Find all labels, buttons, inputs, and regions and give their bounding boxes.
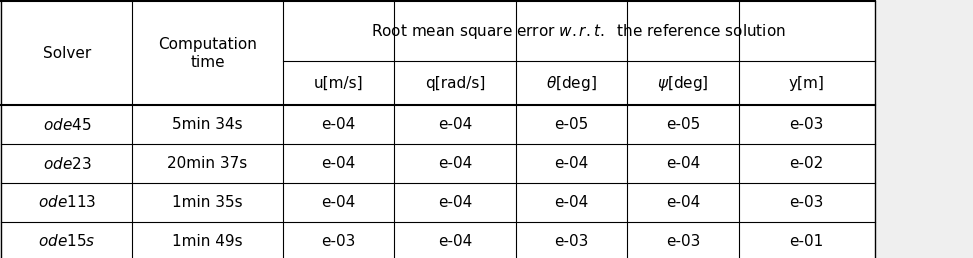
Text: $\mathit{ode}$15$\mathit{s}$: $\mathit{ode}$15$\mathit{s}$ <box>38 233 95 249</box>
Text: e-03: e-03 <box>555 233 589 249</box>
Text: e-04: e-04 <box>438 156 472 171</box>
Text: $\mathit{ode}$23: $\mathit{ode}$23 <box>43 156 91 172</box>
Text: e-04: e-04 <box>321 195 356 210</box>
Text: $\theta$[deg]: $\theta$[deg] <box>546 74 596 93</box>
Text: y[m]: y[m] <box>789 76 824 91</box>
Text: Root mean square error $\mathit{w.r.t.}$  the reference solution: Root mean square error $\mathit{w.r.t.}$… <box>372 22 786 41</box>
Text: Solver: Solver <box>43 46 91 61</box>
Text: e-02: e-02 <box>789 156 824 171</box>
Text: e-04: e-04 <box>321 117 356 132</box>
Text: u[m/s]: u[m/s] <box>313 76 363 91</box>
Text: $\psi$[deg]: $\psi$[deg] <box>657 74 708 93</box>
Text: e-03: e-03 <box>789 195 824 210</box>
Text: 5min 34s: 5min 34s <box>172 117 243 132</box>
Text: e-05: e-05 <box>666 117 701 132</box>
Text: 1min 35s: 1min 35s <box>172 195 243 210</box>
Text: Computation
time: Computation time <box>159 37 257 70</box>
Text: e-04: e-04 <box>438 233 472 249</box>
Text: 1min 49s: 1min 49s <box>172 233 243 249</box>
FancyBboxPatch shape <box>1 1 875 258</box>
Text: e-05: e-05 <box>555 117 589 132</box>
Text: e-04: e-04 <box>666 195 701 210</box>
Text: e-04: e-04 <box>438 117 472 132</box>
Text: e-04: e-04 <box>438 195 472 210</box>
Text: e-03: e-03 <box>666 233 701 249</box>
Text: e-04: e-04 <box>666 156 701 171</box>
Text: e-04: e-04 <box>555 156 589 171</box>
Text: e-03: e-03 <box>321 233 356 249</box>
Text: e-01: e-01 <box>789 233 824 249</box>
Text: 20min 37s: 20min 37s <box>167 156 248 171</box>
Text: e-04: e-04 <box>555 195 589 210</box>
Text: $\mathit{ode}$113: $\mathit{ode}$113 <box>38 194 96 210</box>
Text: q[rad/s]: q[rad/s] <box>425 76 486 91</box>
Text: e-04: e-04 <box>321 156 356 171</box>
Text: e-03: e-03 <box>789 117 824 132</box>
Text: $\mathit{ode}$45: $\mathit{ode}$45 <box>43 117 91 133</box>
